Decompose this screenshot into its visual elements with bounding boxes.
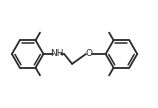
Text: O: O [85,49,92,59]
Text: NH: NH [51,49,64,59]
